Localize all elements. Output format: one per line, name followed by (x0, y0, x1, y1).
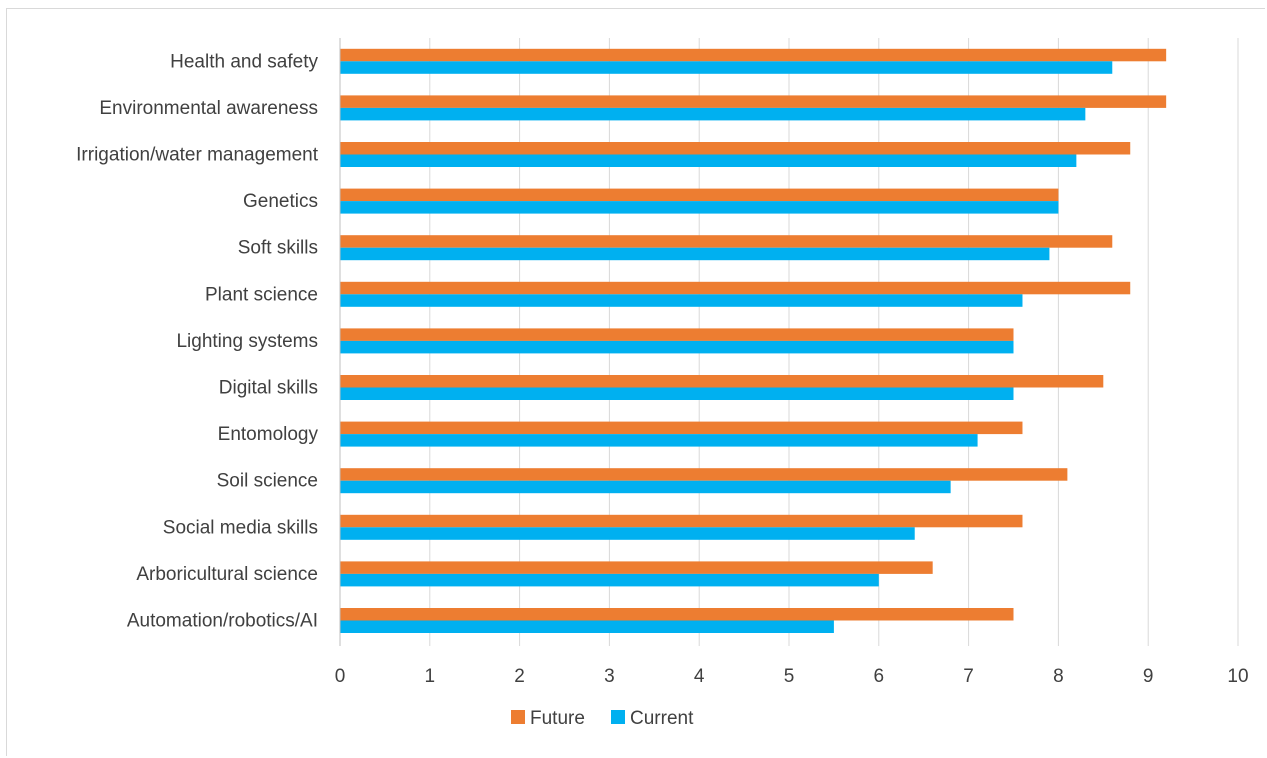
x-tick-label: 0 (335, 666, 346, 687)
legend-label-future: Future (530, 708, 585, 729)
bar-future (340, 468, 1068, 481)
bar-future (340, 281, 1131, 295)
bar-current (340, 201, 1059, 214)
x-tick-label: 1 (425, 666, 436, 687)
category-label: Entomology (218, 424, 319, 445)
bar-current (340, 527, 915, 540)
category-label: Soft skills (238, 238, 318, 259)
bar-current (340, 107, 1086, 121)
bar-future (340, 328, 1014, 341)
bar-current (340, 247, 1050, 261)
bar-future (340, 421, 1023, 435)
bar-current (340, 480, 951, 494)
x-tick-label: 2 (514, 666, 525, 687)
category-label: Lighting systems (176, 331, 318, 352)
category-label: Genetics (243, 191, 318, 212)
bar-current (340, 387, 1014, 400)
bar-current (340, 620, 834, 633)
bar-future (340, 375, 1104, 388)
category-label: Soil science (217, 471, 318, 492)
category-label: Arboricultural science (136, 564, 318, 585)
x-tick-labels: 0 1 2 3 4 5 6 7 8 9 10 (335, 666, 1249, 687)
bar-current (340, 61, 1113, 74)
bar-future (340, 95, 1167, 108)
legend-swatch-future (511, 710, 525, 724)
x-tick-label: 8 (1053, 666, 1064, 687)
legend-label-current: Current (630, 708, 694, 729)
bar-current (340, 434, 978, 447)
category-label: Environmental awareness (99, 98, 318, 119)
x-tick-label: 6 (874, 666, 885, 687)
x-tick-label: 4 (694, 666, 705, 687)
legend-swatch-current (611, 710, 625, 724)
bar-current (340, 294, 1023, 307)
bar-current (340, 573, 879, 587)
x-tick-label: 10 (1227, 666, 1248, 687)
x-tick-label: 3 (604, 666, 615, 687)
category-label: Plant science (205, 284, 318, 305)
bar-future (340, 608, 1014, 621)
category-labels: Health and safety Environmental awareness… (76, 51, 319, 631)
bar-future (340, 235, 1113, 248)
category-label: Digital skills (219, 378, 318, 399)
bar-current (340, 340, 1014, 354)
bar-future (340, 561, 933, 574)
bar-future (340, 142, 1131, 155)
bar-future (340, 188, 1059, 202)
x-tick-label: 9 (1143, 666, 1154, 687)
bars (340, 48, 1167, 633)
chart-frame (6, 8, 1265, 756)
bar-future (340, 48, 1167, 62)
legend: Future Current (511, 708, 694, 729)
bar-current (340, 154, 1077, 167)
category-label: Automation/robotics/AI (127, 611, 318, 632)
category-label: Irrigation/water management (76, 145, 319, 166)
x-tick-label: 5 (784, 666, 795, 687)
x-tick-label: 7 (963, 666, 974, 687)
category-label: Social media skills (163, 517, 318, 538)
category-label: Health and safety (170, 51, 318, 72)
bar-future (340, 514, 1023, 528)
